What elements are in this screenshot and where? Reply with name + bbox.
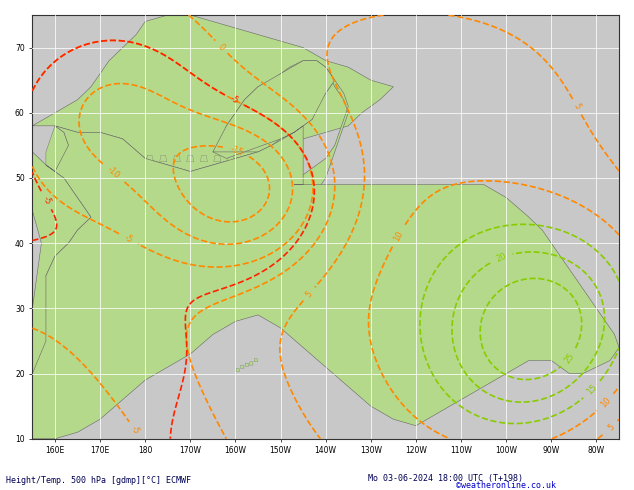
- Polygon shape: [173, 155, 181, 162]
- Polygon shape: [213, 61, 335, 158]
- Polygon shape: [146, 155, 153, 162]
- Text: 0: 0: [216, 42, 226, 52]
- Text: -5: -5: [229, 94, 240, 106]
- Text: 5: 5: [606, 422, 616, 432]
- Polygon shape: [46, 126, 68, 172]
- Polygon shape: [200, 155, 207, 162]
- Text: Mo 03-06-2024 18:00 UTC (T+198): Mo 03-06-2024 18:00 UTC (T+198): [368, 474, 522, 483]
- Polygon shape: [254, 359, 257, 362]
- Polygon shape: [160, 155, 167, 162]
- Polygon shape: [290, 67, 348, 197]
- Text: 20: 20: [495, 251, 508, 264]
- Polygon shape: [240, 365, 244, 368]
- Text: -10: -10: [105, 165, 121, 180]
- Polygon shape: [133, 155, 139, 162]
- Text: -5: -5: [123, 233, 134, 245]
- Polygon shape: [32, 15, 393, 171]
- Polygon shape: [214, 155, 221, 162]
- Polygon shape: [119, 155, 126, 162]
- Text: 25: 25: [562, 351, 576, 365]
- Text: Height/Temp. 500 hPa [gdmp][°C] ECMWF: Height/Temp. 500 hPa [gdmp][°C] ECMWF: [6, 476, 191, 485]
- Text: 5: 5: [572, 102, 582, 111]
- Polygon shape: [249, 362, 253, 365]
- Text: -5: -5: [41, 195, 52, 206]
- Text: 10: 10: [598, 395, 612, 410]
- Polygon shape: [236, 368, 240, 371]
- Polygon shape: [32, 152, 91, 439]
- Polygon shape: [228, 155, 235, 162]
- Text: 5: 5: [304, 289, 314, 299]
- Polygon shape: [186, 155, 194, 162]
- Polygon shape: [32, 61, 619, 439]
- Polygon shape: [245, 363, 249, 367]
- Text: -15: -15: [228, 144, 244, 157]
- Text: 10: 10: [392, 230, 404, 243]
- Text: -5: -5: [129, 424, 141, 436]
- Text: 15: 15: [585, 383, 599, 397]
- Text: ©weatheronline.co.uk: ©weatheronline.co.uk: [456, 481, 557, 490]
